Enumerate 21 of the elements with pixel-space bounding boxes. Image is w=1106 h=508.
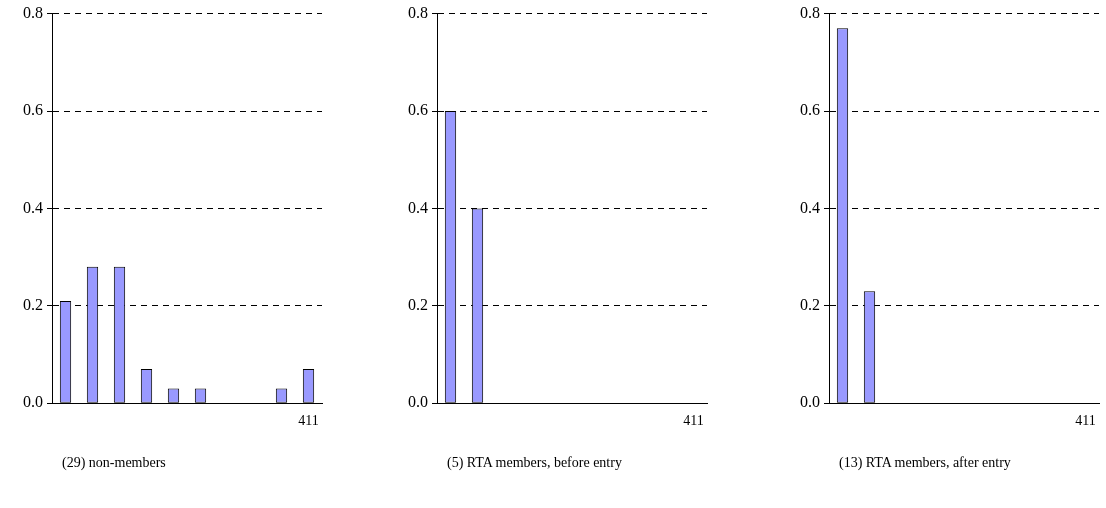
y-tick-label: 0.4 (800, 198, 820, 216)
y-tick-label: 0.0 (408, 393, 428, 411)
x-axis-title: (29) non-members (62, 455, 166, 471)
y-tick-label: 0.2 (23, 296, 43, 313)
x-tick-label: 411 (298, 413, 319, 429)
y-tick-label: 0.2 (800, 296, 820, 313)
x-tick-label: 411 (1075, 413, 1096, 429)
y-tick-label: 0.0 (800, 393, 820, 411)
y-tick-label: 0.6 (408, 101, 428, 119)
y-tick-label: 0.6 (800, 101, 820, 119)
y-tick-label: 0.2 (408, 296, 428, 313)
y-tick-label: 0.8 (23, 3, 43, 21)
y-tick-label: 0.4 (23, 198, 43, 216)
x-tick-label: 411 (683, 413, 704, 429)
y-tick-label: 0.6 (23, 101, 43, 119)
x-axis-title: (5) RTA members, before entry (447, 455, 622, 471)
x-axis-title: (13) RTA members, after entry (839, 455, 1011, 471)
y-tick-label: 0.8 (408, 3, 428, 21)
y-tick-label: 0.4 (408, 198, 428, 216)
y-tick-label: 0.0 (23, 393, 43, 411)
y-tick-label: 0.8 (800, 3, 820, 21)
